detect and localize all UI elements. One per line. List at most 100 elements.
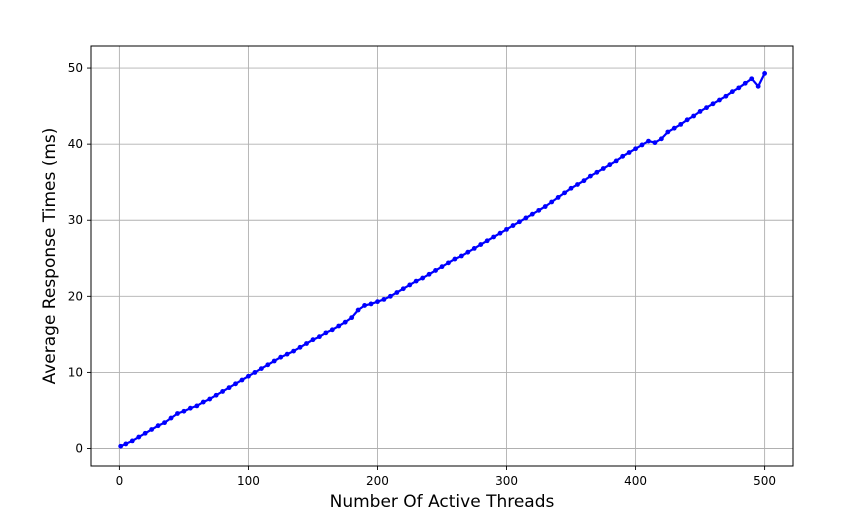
data-point bbox=[317, 334, 322, 340]
data-point bbox=[729, 89, 735, 95]
data-point bbox=[497, 230, 503, 236]
series-line bbox=[120, 72, 766, 448]
data-point bbox=[187, 405, 193, 411]
data-point bbox=[168, 415, 174, 421]
data-point bbox=[542, 204, 548, 209]
data-point bbox=[381, 296, 387, 302]
y-tick-label: 0 bbox=[75, 442, 83, 456]
data-point bbox=[439, 264, 445, 270]
data-point bbox=[613, 158, 619, 164]
data-point bbox=[407, 282, 413, 288]
data-point bbox=[529, 211, 535, 217]
data-point bbox=[600, 166, 606, 171]
data-point bbox=[749, 76, 755, 82]
data-point bbox=[504, 226, 509, 232]
data-point bbox=[517, 219, 522, 225]
data-point bbox=[762, 70, 768, 76]
data-point bbox=[246, 373, 251, 379]
y-tick-label: 30 bbox=[68, 213, 83, 227]
data-point bbox=[194, 403, 200, 409]
data-point bbox=[736, 85, 742, 91]
data-point bbox=[678, 121, 684, 127]
data-point bbox=[562, 190, 567, 196]
data-point bbox=[400, 286, 406, 292]
data-point bbox=[588, 173, 593, 179]
data-point bbox=[233, 381, 238, 387]
data-point bbox=[484, 238, 490, 244]
data-point bbox=[420, 275, 426, 281]
data-point bbox=[607, 162, 613, 168]
data-point bbox=[723, 93, 729, 99]
x-tick-label: 500 bbox=[753, 474, 776, 488]
data-point bbox=[329, 327, 335, 333]
data-point bbox=[123, 441, 129, 447]
data-point bbox=[368, 301, 374, 307]
y-axis-label: Average Response Times (ms) bbox=[40, 128, 60, 385]
data-point bbox=[155, 423, 161, 429]
data-point bbox=[226, 385, 232, 391]
data-point bbox=[129, 438, 135, 444]
data-point bbox=[136, 434, 142, 440]
data-point bbox=[639, 142, 645, 148]
data-point bbox=[426, 271, 432, 277]
data-point bbox=[594, 169, 600, 175]
data-point bbox=[665, 129, 671, 135]
y-tick-label: 50 bbox=[68, 61, 83, 75]
data-point bbox=[536, 207, 542, 213]
data-point bbox=[478, 242, 484, 247]
data-point bbox=[491, 234, 497, 240]
data-point bbox=[118, 443, 124, 449]
x-tick-label: 300 bbox=[495, 474, 518, 488]
data-point bbox=[181, 408, 187, 414]
data-point bbox=[620, 153, 626, 159]
grid bbox=[91, 46, 793, 466]
x-tick-label: 400 bbox=[624, 474, 647, 488]
data-point bbox=[581, 178, 587, 184]
data-point bbox=[704, 105, 709, 111]
data-point bbox=[304, 341, 309, 346]
x-tick-label: 0 bbox=[116, 474, 124, 488]
data-point bbox=[684, 117, 690, 123]
data-point bbox=[691, 113, 697, 119]
data-point bbox=[652, 140, 658, 146]
data-point bbox=[252, 370, 258, 375]
y-tick-label: 20 bbox=[68, 289, 83, 303]
data-point bbox=[278, 354, 284, 360]
data-point bbox=[465, 249, 471, 255]
plot-frame bbox=[90, 45, 794, 467]
data-point bbox=[471, 245, 477, 251]
data-point bbox=[323, 330, 329, 336]
data-point bbox=[458, 253, 464, 259]
data-point bbox=[755, 83, 761, 89]
data-point bbox=[717, 97, 722, 103]
ticks: 0 100 200 300 400 500 0 10 20 30 40 50 bbox=[68, 61, 776, 488]
data-point bbox=[658, 136, 664, 142]
data-point bbox=[355, 307, 361, 313]
data-point bbox=[342, 319, 348, 325]
data-point bbox=[239, 377, 245, 383]
series-layer bbox=[118, 70, 768, 449]
data-point bbox=[200, 399, 206, 405]
data-point bbox=[149, 427, 155, 432]
data-point bbox=[220, 389, 226, 394]
data-point bbox=[394, 290, 400, 295]
data-point bbox=[142, 430, 148, 436]
data-point bbox=[568, 185, 574, 191]
data-point bbox=[452, 256, 458, 262]
data-point bbox=[697, 109, 703, 114]
data-point bbox=[297, 344, 303, 350]
data-point bbox=[213, 392, 219, 398]
data-point bbox=[336, 323, 342, 329]
data-point bbox=[433, 268, 438, 273]
data-point bbox=[310, 337, 316, 343]
data-point bbox=[710, 101, 716, 107]
data-point bbox=[575, 182, 580, 187]
data-point bbox=[555, 195, 561, 200]
data-point bbox=[349, 315, 355, 321]
data-point bbox=[271, 358, 277, 364]
data-point bbox=[549, 199, 555, 205]
data-point bbox=[626, 150, 632, 155]
data-point bbox=[671, 125, 677, 131]
data-point bbox=[265, 362, 271, 368]
